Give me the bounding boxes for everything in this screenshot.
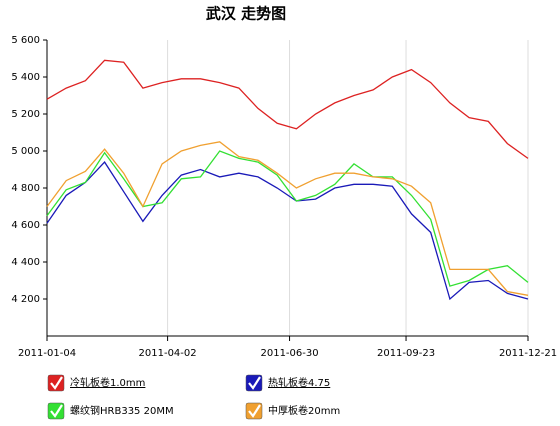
x-tick-label: 2011-04-02 bbox=[139, 348, 197, 359]
x-tick-label: 2011-01-04 bbox=[18, 348, 76, 359]
y-tick-label: 5 000 bbox=[11, 146, 40, 157]
chart-title: 武汉 走势图 bbox=[206, 5, 286, 23]
x-tick-label: 2011-12-21 bbox=[499, 348, 557, 359]
legend-label: 热轧板卷4.75 bbox=[268, 376, 330, 389]
y-tick-label: 5 600 bbox=[11, 35, 40, 46]
legend-label: 中厚板卷20mm bbox=[268, 404, 340, 417]
legend-item: 中厚板卷20mm bbox=[246, 403, 340, 419]
series-line bbox=[47, 162, 528, 299]
legend-item: 冷轧板卷1.0mm bbox=[48, 375, 145, 391]
y-tick-label: 4 200 bbox=[11, 294, 40, 305]
series-line bbox=[47, 142, 528, 295]
y-tick-label: 4 400 bbox=[11, 257, 40, 268]
legend-item: 螺纹钢HRB335 20MM bbox=[48, 403, 174, 419]
x-tick-label: 2011-06-30 bbox=[260, 348, 318, 359]
legend-label: 冷轧板卷1.0mm bbox=[70, 376, 145, 389]
y-tick-label: 5 200 bbox=[11, 109, 40, 120]
y-tick-label: 4 600 bbox=[11, 220, 40, 231]
y-tick-label: 5 400 bbox=[11, 72, 40, 83]
x-tick-label: 2011-09-23 bbox=[377, 348, 435, 359]
legend-item: 热轧板卷4.75 bbox=[246, 375, 330, 391]
legend-label: 螺纹钢HRB335 20MM bbox=[70, 404, 174, 417]
y-tick-label: 4 800 bbox=[11, 183, 40, 194]
series-line bbox=[47, 151, 528, 286]
series-line bbox=[47, 60, 528, 158]
